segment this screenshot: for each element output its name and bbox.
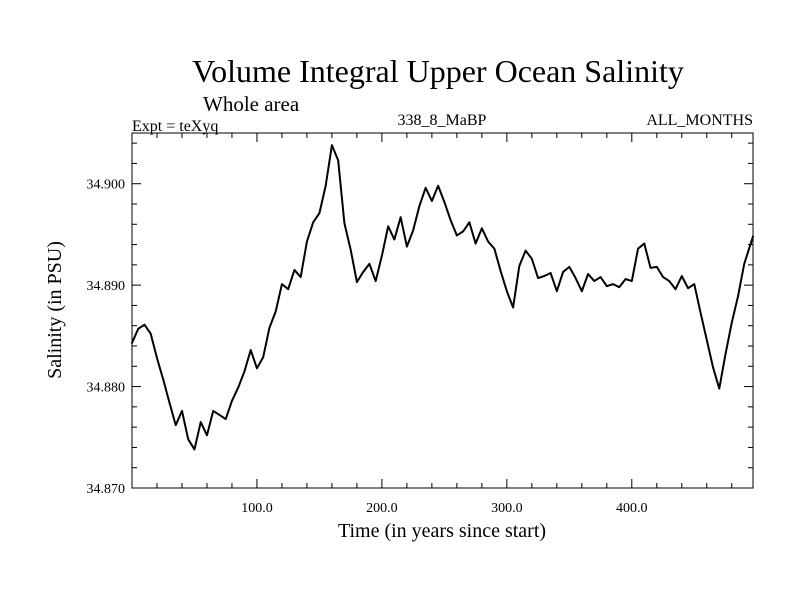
run-id-label: 338_8_MaBP [398, 112, 487, 129]
y-tick-label: 34.890 [87, 279, 126, 294]
chart-title: Volume Integral Upper Ocean Salinity [192, 53, 684, 89]
x-tick-label: 100.0 [241, 501, 273, 516]
x-tick-label: 200.0 [366, 501, 398, 516]
y-tick-label: 34.870 [87, 482, 126, 497]
salinity-line [131, 144, 754, 451]
x-tick-label: 300.0 [491, 501, 523, 516]
y-tick-label: 34.900 [87, 178, 126, 193]
x-tick-label: 400.0 [616, 501, 648, 516]
experiment-label: Expt = teXyq [132, 118, 218, 135]
chart-subtitle: Whole area [203, 92, 300, 116]
x-axis-title: Time (in years since start) [338, 520, 546, 542]
tick-layer: 100.0 200.0 300.0 400.0 34.870 34.880 34.890 34… [87, 133, 753, 516]
plot-frame [131, 132, 754, 489]
months-label: ALL_MONTHS [646, 112, 753, 129]
y-tick-label: 34.880 [87, 381, 126, 396]
y-axis-title: Salinity (in PSU) [44, 241, 66, 379]
